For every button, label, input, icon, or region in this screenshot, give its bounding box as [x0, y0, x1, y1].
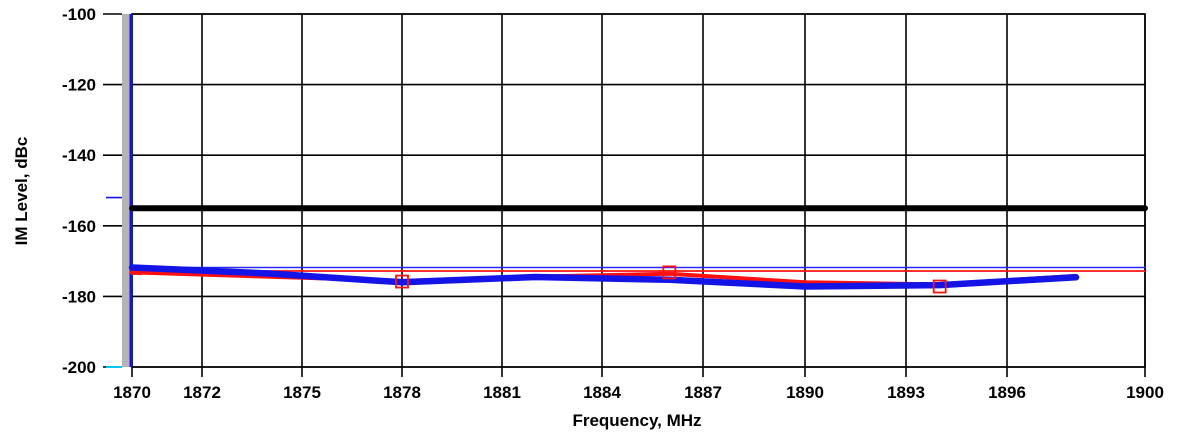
- x-tick-label-1878: 1878: [383, 383, 421, 402]
- series-layer: [128, 205, 1148, 290]
- series-blue-trace: [128, 264, 1080, 290]
- x-tick-label-1870: 1870: [113, 383, 151, 402]
- marker-square-3: [932, 279, 947, 294]
- x-tick-label-1890: 1890: [786, 383, 824, 402]
- x-tick-label-1896: 1896: [988, 383, 1026, 402]
- y-tick-label--120: -120: [62, 76, 96, 95]
- x-tick-label-1884: 1884: [583, 383, 621, 402]
- y-tick-label--100: -100: [62, 5, 96, 24]
- x-tick-label-1875: 1875: [283, 383, 321, 402]
- x-axis-title: Frequency, MHz: [572, 411, 701, 430]
- marker-layer: [395, 265, 947, 294]
- marker-square-1: [395, 274, 409, 289]
- tick-labels: 1870 1872 1875 1878 1881 1884 1887 1890 1893 1896…: [62, 5, 1164, 402]
- y-tick-label--160: -160: [62, 217, 96, 236]
- left-gray-bar: [122, 14, 130, 367]
- x-tick-label-1900: 1900: [1126, 383, 1164, 402]
- marker-square-2: [662, 265, 677, 280]
- x-tick-label-1887: 1887: [684, 383, 722, 402]
- x-tick-label-1881: 1881: [483, 383, 521, 402]
- axes: [106, 13, 1146, 368]
- x-tick-label-1872: 1872: [183, 383, 221, 402]
- y-tick-label--180: -180: [62, 287, 96, 306]
- y-tick-label--140: -140: [62, 146, 96, 165]
- y-axis-title: IM Level, dBc: [12, 137, 31, 246]
- y-tick-label--200: -200: [62, 358, 96, 377]
- x-tick-label-1893: 1893: [887, 383, 925, 402]
